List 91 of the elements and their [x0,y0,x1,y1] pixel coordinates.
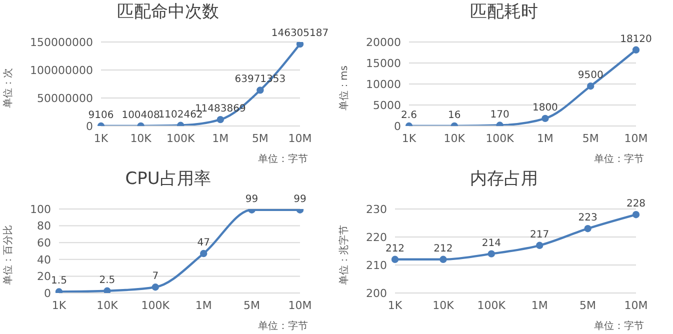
data-label: 99 [245,194,258,205]
x-tick-label: 1M [212,132,229,145]
x-tick-label: 1M [531,298,548,312]
y-axis-title: 单位：次 [3,68,15,108]
y-tick-label: 230 [366,202,387,216]
x-tick-label: 5M [582,132,599,145]
y-tick-label: 60 [37,236,51,250]
x-tick-label: 10M [624,132,648,145]
x-axis-title: 单位：字节 [594,152,644,166]
x-tick-label: 1K [402,132,417,145]
x-tick-label: 100K [166,132,196,145]
y-tick-label: 100 [30,202,51,216]
x-axis-title: 单位：字节 [594,320,644,333]
y-axis-title: 单位：ms [339,66,351,110]
chart-title: 内存占用 [469,168,539,189]
x-tick-label: 10M [288,132,312,145]
data-label: 9500 [578,70,604,82]
y-axis-title: 单位：兆字节 [339,225,351,285]
x-tick-label: 5M [252,132,268,145]
point [632,46,640,54]
data-label: 170 [490,109,510,120]
x-tick-label: 1K [388,298,403,312]
point [488,250,495,258]
y-tick-label: 5000 [373,98,401,112]
data-label: 16 [448,110,461,121]
y-tick-label: 40 [37,253,51,266]
x-tick-label: 10M [624,298,648,312]
data-label: 18120 [620,34,652,45]
data-label: 217 [530,229,550,240]
x-tick-label: 10K [96,298,119,312]
y-tick-label: 15000 [366,56,401,70]
data-label: 99 [294,194,306,205]
y-tick-label: 20000 [366,36,401,49]
x-tick-label: 5M [244,298,260,312]
point [440,256,447,263]
y-axis-title: 单位：百分比 [3,225,15,285]
data-label: 1.5 [51,276,67,287]
data-label: 47 [197,238,210,249]
x-tick-label: 100K [486,132,515,145]
point [296,42,304,48]
x-tick-label: 10K [432,298,455,312]
point [632,211,640,218]
x-tick-label: 1M [536,132,554,145]
x-tick-label: 100K [141,298,170,312]
x-axis-title: 单位：字节 [258,320,308,333]
y-tick-label: 0 [44,286,51,300]
x-tick-label: 10K [444,132,466,145]
data-label: 228 [626,198,646,210]
data-label: 1102462 [158,109,203,120]
data-label: 2.6 [401,110,417,121]
point [216,116,224,124]
data-label: 1800 [532,102,558,114]
y-tick-label: 0 [86,120,93,133]
point [104,287,111,293]
y-tick-label: 220 [366,230,387,244]
y-tick-label: 20 [37,270,51,284]
x-tick-label: 5M [580,298,596,312]
y-tick-label: 100000000 [30,64,93,77]
point [587,82,594,90]
data-label: 2.5 [99,274,116,286]
point [152,284,159,291]
point [584,225,592,232]
data-label: 100408 [122,110,160,121]
point [391,256,399,263]
x-tick-label: 1K [52,298,67,312]
point [256,86,264,94]
data-label: 212 [434,243,453,254]
y-tick-label: 50000000 [37,92,93,105]
x-tick-label: 100K [477,298,506,312]
x-tick-label: 10M [288,298,312,312]
x-tick-label: 10K [130,132,152,145]
chart-title: 匹配命中次数 [116,1,220,22]
y-tick-label: 80 [37,220,51,233]
point [536,242,544,249]
data-label: 212 [385,243,405,254]
point [200,250,208,258]
y-tick-label: 150000000 [30,36,93,49]
y-tick-label: 0 [394,120,401,133]
chart-title: 匹配耗时 [469,1,539,22]
data-label: 9106 [88,110,114,121]
y-tick-label: 200 [366,286,387,300]
x-tick-label: 1M [195,298,212,312]
y-tick-label: 210 [366,258,387,272]
data-label: 7 [152,271,159,282]
data-label: 223 [578,212,598,224]
x-axis-title: 单位：字节 [258,152,308,166]
data-label: 146305187 [271,28,329,40]
x-tick-label: 1K [94,132,109,145]
data-label: 214 [482,238,501,249]
y-tick-label: 10000 [366,78,401,91]
chart-title: CPU占用率 [124,168,212,189]
